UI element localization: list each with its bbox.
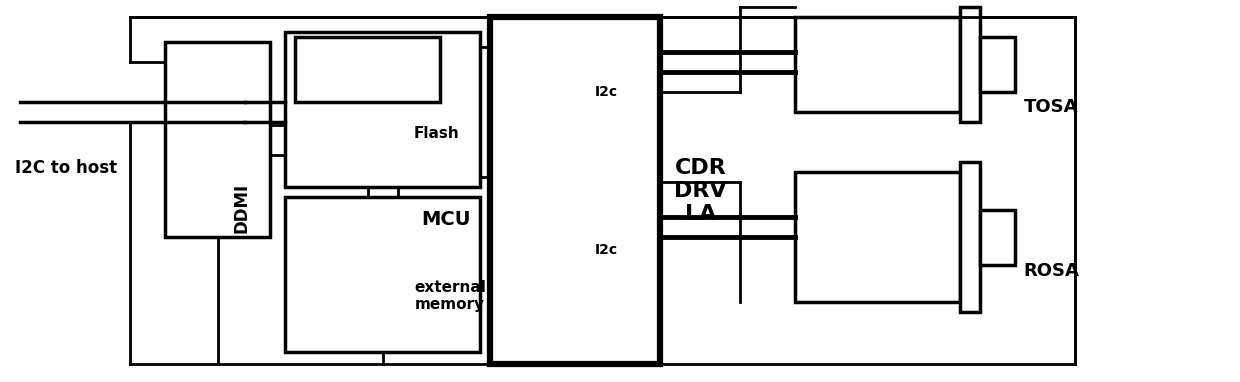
Text: Flash: Flash xyxy=(414,126,459,141)
Bar xyxy=(285,32,480,187)
Bar xyxy=(490,17,660,364)
Bar xyxy=(795,17,960,112)
Text: MCU: MCU xyxy=(422,210,471,229)
Bar xyxy=(285,197,480,352)
Text: DDMI: DDMI xyxy=(233,183,250,233)
Text: ROSA: ROSA xyxy=(1023,262,1080,280)
Bar xyxy=(980,37,1016,92)
Text: CDR
DRV
LA: CDR DRV LA xyxy=(675,158,727,224)
Text: I2c: I2c xyxy=(595,243,619,257)
Text: TOSA: TOSA xyxy=(1024,98,1079,116)
Bar xyxy=(295,37,440,102)
Text: I2C to host: I2C to host xyxy=(15,159,117,177)
Bar xyxy=(960,162,980,312)
Text: I2c: I2c xyxy=(595,85,619,99)
Text: external
memory: external memory xyxy=(414,280,486,312)
Bar xyxy=(165,42,270,237)
Bar xyxy=(980,209,1016,264)
Bar xyxy=(795,172,960,302)
Bar xyxy=(960,7,980,122)
